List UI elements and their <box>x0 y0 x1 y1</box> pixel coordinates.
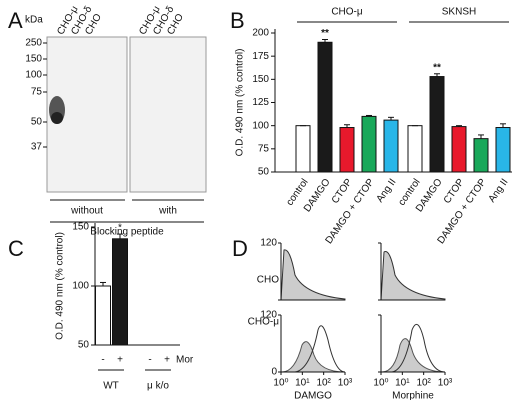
column-label: Morphine <box>392 391 434 400</box>
x-tick-label: Ang II <box>375 177 399 205</box>
y-tick-label: 175 <box>252 51 269 62</box>
y-tick-label: 50 <box>258 167 270 178</box>
unit-label: kDa <box>25 15 43 26</box>
row-label: CHO <box>257 275 279 286</box>
bar <box>317 41 333 173</box>
y-axis-label: O.D. 490 nm (% control) <box>55 232 66 340</box>
x-tick-label: Ang II <box>487 177 511 205</box>
x-tick-label: 10⁰ <box>373 378 388 389</box>
marker-label: 37 <box>31 142 43 153</box>
y-tick-label: 150 <box>252 74 269 85</box>
annotation: * <box>118 223 122 234</box>
x-tick-label: 10¹ <box>295 378 310 389</box>
y-tick-label: 150 <box>72 222 89 233</box>
bar <box>495 127 511 173</box>
group-label: SKNSH <box>442 7 476 18</box>
annotation: ** <box>433 62 441 73</box>
x-tick-label: 10⁰ <box>273 378 288 389</box>
blot-band <box>51 112 63 124</box>
y-tick-label: 200 <box>252 28 269 39</box>
marker-label: 50 <box>31 117 43 128</box>
y-tick-label: 0 <box>271 367 277 378</box>
x-tick-label: + <box>164 355 170 366</box>
y-axis-label: O.D. 490 nm (% control) <box>235 49 246 157</box>
histogram <box>380 251 446 301</box>
bar <box>407 125 423 173</box>
bar <box>429 76 445 173</box>
bar <box>339 127 355 173</box>
panel-label: B <box>230 8 245 33</box>
y-tick-label: 125 <box>252 97 269 108</box>
x-tick-label: - <box>148 355 151 366</box>
blot <box>46 36 207 223</box>
bar <box>295 125 311 173</box>
x-tick-label: + <box>117 355 123 366</box>
bar <box>95 285 111 346</box>
marker-label: 250 <box>25 38 42 49</box>
annotation: ** <box>321 28 329 39</box>
group-label: CHO-μ <box>331 7 363 18</box>
y-tick-label: 50 <box>78 340 90 351</box>
y-tick-label: 120 <box>260 238 277 249</box>
histogram <box>391 323 446 373</box>
y-tick-label: 100 <box>72 281 89 292</box>
category-label: Mor <box>176 355 194 366</box>
histogram <box>281 341 346 373</box>
flow-histograms <box>280 249 446 373</box>
marker-label: 150 <box>25 54 42 65</box>
group-label: with <box>158 206 177 217</box>
marker-label: 75 <box>31 87 43 98</box>
bar <box>383 119 399 173</box>
bar <box>361 115 377 173</box>
x-tick-label: 10² <box>416 378 431 389</box>
x-tick-label: 10³ <box>338 378 353 389</box>
blot-membrane <box>129 36 207 193</box>
y-tick-label: 75 <box>258 143 270 154</box>
panel-label: D <box>232 236 248 261</box>
x-tick-label: 10³ <box>438 378 453 389</box>
group-label: WT <box>103 381 119 392</box>
column-label: DAMGO <box>294 391 332 400</box>
y-tick-label: 100 <box>252 120 269 131</box>
bar <box>112 238 128 346</box>
caption: Blocking peptide <box>90 227 164 238</box>
group-label: μ k/o <box>147 381 169 392</box>
x-tick-label: 10² <box>316 378 331 389</box>
histogram <box>294 325 346 373</box>
histogram <box>280 249 346 301</box>
x-tick-label: 10¹ <box>395 378 410 389</box>
row-label: CHO-μ <box>248 317 280 328</box>
panel-label: C <box>8 236 24 261</box>
bar <box>451 126 467 173</box>
bar <box>473 138 489 173</box>
group-label: without <box>70 206 103 217</box>
histogram <box>381 338 446 373</box>
x-tick-label: - <box>101 355 104 366</box>
y-tick-label: 120 <box>260 310 277 321</box>
panel-label: A <box>8 8 23 33</box>
marker-label: 100 <box>25 70 42 81</box>
